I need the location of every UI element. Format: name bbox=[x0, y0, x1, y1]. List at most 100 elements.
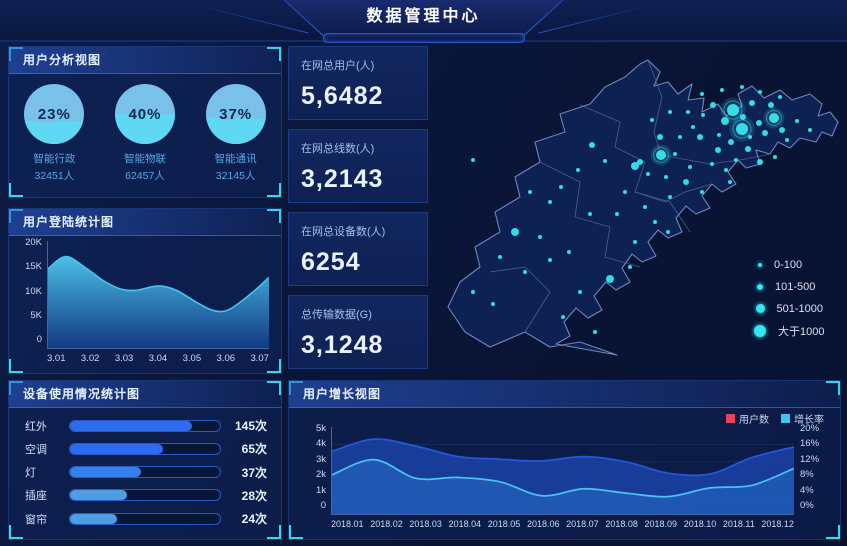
page-header: 数据管理中心 bbox=[0, 0, 847, 43]
bar-track bbox=[69, 419, 221, 432]
map-legend-label: 101-500 bbox=[775, 280, 816, 293]
stat-value: 6254 bbox=[301, 248, 361, 276]
legend-label: 用户数 bbox=[739, 415, 769, 426]
gauge-count: 62457人 bbox=[125, 170, 165, 182]
stat-label: 在网总线数(人) bbox=[301, 143, 375, 155]
device-usage-row: 窗帘 24次 bbox=[25, 510, 267, 527]
y-tick-label: 16% bbox=[800, 438, 820, 450]
bar-category-label: 窗帘 bbox=[25, 513, 47, 526]
bar-category-label: 红外 bbox=[25, 420, 47, 433]
x-tick-label: 2018.01 bbox=[331, 519, 364, 529]
y-tick-label: 3k bbox=[315, 453, 326, 465]
y-tick-label: 5K bbox=[30, 309, 42, 321]
bar-track bbox=[69, 512, 221, 525]
header-left-decoration bbox=[191, 3, 309, 34]
bar-track bbox=[69, 442, 221, 455]
map-legend-dot bbox=[755, 304, 765, 313]
map-legend-item: 501-1000 bbox=[748, 302, 824, 315]
growth-series bbox=[332, 438, 794, 514]
y-tick-label: 10K bbox=[25, 285, 42, 297]
bar-value-label: 28次 bbox=[241, 488, 267, 503]
y-tick-label: 4k bbox=[315, 438, 326, 450]
gauge-liquid bbox=[24, 84, 85, 144]
gauge-label: 智能通讯 bbox=[214, 153, 257, 165]
page-title-background: 数据管理中心 bbox=[284, 0, 563, 35]
bar-value-label: 37次 bbox=[241, 465, 267, 480]
device-usage-bars: 红外 145次 空调 65次灯 37次 插座 28次 窗帘 24次 bbox=[25, 417, 267, 527]
x-tick-label: 2018.03 bbox=[409, 519, 442, 529]
y-tick-label: 12% bbox=[800, 453, 820, 465]
map-scatter-dots bbox=[471, 85, 812, 334]
x-tick-label: 2018.10 bbox=[683, 519, 717, 529]
x-tick-label: 3.06 bbox=[216, 353, 236, 364]
region-map: 0-100 101-500 501-1000 大于1000 bbox=[430, 42, 847, 378]
login-y-axis: 20K 15K 10K 5K 0 bbox=[19, 237, 47, 345]
map-legend: 0-100 101-500 501-1000 大于1000 bbox=[748, 258, 824, 338]
panel-title: 设备使用情况统计图 bbox=[9, 381, 281, 408]
bar-track bbox=[69, 489, 221, 502]
bar-category-label: 插座 bbox=[25, 490, 47, 503]
bar-track bbox=[69, 466, 221, 478]
legend-item: 增长率 bbox=[781, 411, 824, 426]
x-tick-label: 3.04 bbox=[148, 353, 168, 364]
growth-x-axis: 2018.01 2018.02 2018.03 2018.04 2018.05 2018.… bbox=[331, 515, 794, 531]
y-tick-label: 0 bbox=[320, 499, 326, 511]
growth-legend: 用户数 增长率 bbox=[726, 411, 824, 426]
map-legend-dot bbox=[757, 283, 763, 290]
x-tick-label: 2018.08 bbox=[605, 519, 638, 529]
growth-plot-area bbox=[331, 427, 794, 515]
x-tick-label: 2018.06 bbox=[526, 519, 560, 529]
stat-label: 在网总用户(人) bbox=[301, 60, 375, 72]
legend-item: 用户数 bbox=[726, 411, 769, 426]
map-internal-borders bbox=[489, 59, 771, 333]
gauge-label: 智能物联 bbox=[123, 153, 166, 165]
y-tick-label: 20K bbox=[25, 237, 42, 248]
y-tick-label: 4% bbox=[800, 484, 814, 496]
device-usage-row: 红外 145次 bbox=[25, 417, 267, 434]
login-plot-area bbox=[47, 241, 269, 349]
legend-swatch bbox=[726, 414, 735, 423]
x-tick-label: 3.07 bbox=[250, 353, 269, 364]
y-tick-label: 5k bbox=[315, 423, 326, 434]
bar-fill bbox=[70, 420, 192, 431]
y-tick-label: 0 bbox=[36, 334, 42, 345]
gauge-percent: 40% bbox=[128, 105, 162, 123]
login-area-chart: 20K 15K 10K 5K 0 3.01 3.02 3.03 3.04 3.05 3.06 3.0… bbox=[19, 237, 269, 365]
map-legend-item: 大于1000 bbox=[748, 324, 824, 338]
stat-card: 在网总用户(人) 5,6482 bbox=[288, 46, 428, 120]
x-tick-label: 2018.05 bbox=[487, 519, 521, 529]
gauge-count: 32451人 bbox=[34, 170, 75, 182]
bar-fill bbox=[70, 467, 141, 477]
gauge-count: 32145人 bbox=[215, 170, 256, 182]
panel-title: 用户登陆统计图 bbox=[9, 209, 281, 236]
x-tick-label: 3.05 bbox=[182, 353, 202, 364]
bar-fill bbox=[70, 490, 127, 501]
x-tick-label: 2018.02 bbox=[370, 519, 403, 529]
gauge-bubble: 37% bbox=[205, 83, 267, 145]
x-tick-label: 3.03 bbox=[114, 353, 134, 364]
panel-user-growth: 用户增长视图 用户数 增长率 5k 4k 3k 2k 1k 0 20% 16% 12% 8% 4% 0… bbox=[288, 380, 841, 540]
gauge-percent: 23% bbox=[37, 105, 71, 123]
y-tick-label: 8% bbox=[800, 469, 814, 481]
x-tick-label: 2018.12 bbox=[761, 519, 794, 529]
panel-user-analysis: 用户分析视图 23% 智能行政 32451人 40% 智能物联 62457人 37% 智能… bbox=[8, 46, 282, 198]
map-legend-label: 501-1000 bbox=[776, 302, 824, 315]
stat-value: 5,6482 bbox=[301, 82, 384, 110]
user-gauge: 23% 智能行政 32451人 bbox=[14, 83, 94, 183]
map-legend-item: 101-500 bbox=[748, 280, 824, 293]
growth-right-axis: 20% 16% 12% 8% 4% 0% bbox=[794, 423, 828, 511]
map-legend-dot bbox=[754, 324, 766, 337]
page-title-container: 数据管理中心 bbox=[283, 0, 564, 36]
login-x-axis: 3.01 3.02 3.03 3.04 3.05 3.06 3.07 bbox=[47, 349, 269, 365]
user-gauge: 40% 智能物联 62457人 bbox=[105, 83, 185, 183]
bar-value-label: 65次 bbox=[241, 442, 267, 457]
y-tick-label: 1k bbox=[315, 484, 326, 496]
bar-value-label: 145次 bbox=[234, 419, 267, 433]
stat-value: 3,1248 bbox=[301, 331, 384, 359]
bar-category-label: 灯 bbox=[25, 467, 36, 479]
y-tick-label: 2k bbox=[315, 469, 326, 481]
bar-value-label: 24次 bbox=[241, 512, 267, 526]
legend-label: 增长率 bbox=[794, 415, 824, 426]
page-title: 数据管理中心 bbox=[366, 8, 481, 25]
panel-login-stats: 用户登陆统计图 20K 15K 10K 5K 0 3.01 3.02 3.03 3.04 3.0… bbox=[8, 208, 282, 374]
